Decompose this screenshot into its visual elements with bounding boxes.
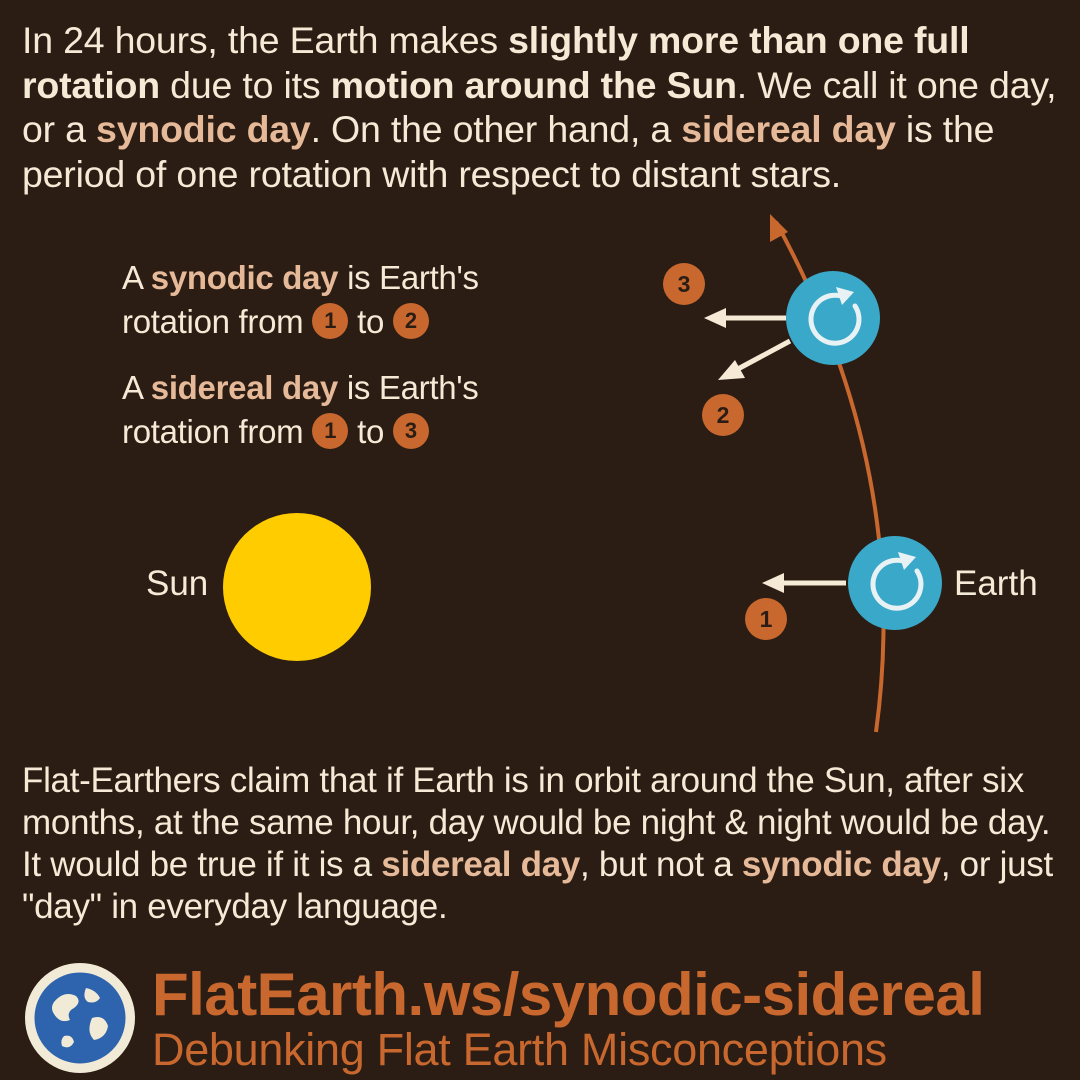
intro-emphasis-motion: motion around the Sun bbox=[330, 63, 737, 106]
globe-logo-icon bbox=[25, 963, 135, 1073]
claim-paragraph: Flat-Earthers claim that if Earth is in … bbox=[22, 761, 1053, 926]
footer-tagline: Debunking Flat Earth Misconceptions bbox=[152, 1024, 887, 1075]
sidereal-definition: A sidereal day is Earth's rotation from … bbox=[122, 366, 542, 454]
intro-text: . We call it one day, or a bbox=[22, 63, 1057, 151]
intro-term-sidereal: sidereal day bbox=[681, 108, 896, 150]
rotation-icon bbox=[870, 552, 924, 611]
claim-term-synodic: synodic day bbox=[741, 845, 941, 884]
intro-text: In 24 hours, the Earth makes bbox=[22, 19, 509, 61]
intro-text: due to its bbox=[159, 63, 331, 106]
intro-text: . On the other hand, a bbox=[310, 108, 682, 150]
marker-badge-3: 3 bbox=[392, 413, 429, 450]
earth-position-2 bbox=[786, 271, 880, 365]
sidereal-definition-line2: rotation from 1 to 3 bbox=[122, 410, 542, 454]
arrowhead-1-icon bbox=[762, 573, 784, 593]
orbit-arrowhead-icon bbox=[770, 214, 788, 242]
sidereal-definition-line1: A sidereal day is Earth's bbox=[122, 369, 479, 406]
intro-text: is the period of one rotation with respe… bbox=[22, 108, 995, 195]
synodic-definition-line2: rotation from 1 to 2 bbox=[122, 300, 542, 344]
arrowhead-3-icon bbox=[704, 308, 726, 328]
marker-badge-1: 1 bbox=[312, 303, 349, 340]
intro-paragraph: In 24 hours, the Earth makes slightly mo… bbox=[22, 18, 1067, 196]
sun-label: Sun bbox=[146, 564, 209, 603]
marker-1: 1 bbox=[745, 598, 787, 640]
marker-3: 3 bbox=[663, 263, 705, 305]
synodic-definition-line1: A synodic day is Earth's bbox=[122, 259, 479, 296]
rotation-icon bbox=[808, 287, 862, 346]
marker-badge-1: 1 bbox=[312, 413, 349, 450]
intro-emphasis-rotation: slightly more than one full rotation bbox=[22, 19, 970, 106]
synodic-term: synodic day bbox=[150, 259, 339, 296]
footer-url[interactable]: FlatEarth.ws/synodic-sidereal bbox=[152, 961, 985, 1028]
direction-arrow-2 bbox=[734, 338, 792, 373]
marker-badge-2: 2 bbox=[392, 303, 429, 340]
sun bbox=[223, 513, 371, 661]
sidereal-term: sidereal day bbox=[150, 369, 338, 406]
arrowhead-2-icon bbox=[718, 360, 745, 380]
synodic-definition: A synodic day is Earth's rotation from 1… bbox=[122, 256, 542, 344]
earth-label: Earth bbox=[954, 564, 1038, 603]
earth-position-1 bbox=[848, 536, 942, 630]
marker-2: 2 bbox=[702, 394, 744, 436]
claim-term-sidereal: sidereal day bbox=[381, 845, 581, 884]
intro-term-synodic: synodic day bbox=[96, 108, 311, 150]
